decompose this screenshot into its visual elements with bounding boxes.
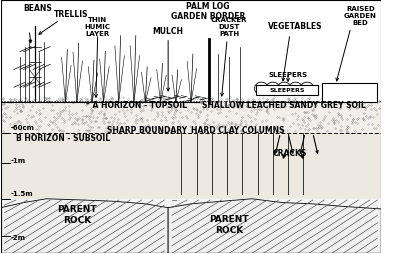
Text: B HORIZON - SUBSOIL: B HORIZON - SUBSOIL [16, 133, 110, 142]
Text: SHARP BOUNDARY: SHARP BOUNDARY [107, 126, 187, 135]
Text: SHALLOW LEACHED SANDY GREY SOIL: SHALLOW LEACHED SANDY GREY SOIL [202, 101, 366, 109]
Text: -2m: -2m [10, 234, 25, 240]
Text: -1.5m: -1.5m [10, 190, 33, 196]
Text: -1m: -1m [10, 157, 25, 163]
Text: VEGETABLES: VEGETABLES [268, 22, 323, 31]
Text: CRACKER
DUST
PATH: CRACKER DUST PATH [211, 17, 247, 37]
Bar [322, 84, 378, 103]
Bar [1, 103, 381, 133]
Bar [1, 199, 381, 253]
Text: PALM LOG
GARDEN BORDER: PALM LOG GARDEN BORDER [171, 2, 245, 21]
Text: MULCH: MULCH [153, 27, 184, 36]
Text: CRACKS: CRACKS [273, 149, 307, 157]
Text: PARENT
ROCK: PARENT ROCK [209, 215, 249, 234]
Text: SLEEPERS: SLEEPERS [269, 88, 305, 93]
Polygon shape [1, 199, 168, 253]
Text: RAISED
GARDEN
BED: RAISED GARDEN BED [344, 6, 377, 26]
Text: TRELLIS: TRELLIS [54, 10, 88, 19]
Text: SLEEPERS: SLEEPERS [268, 71, 308, 77]
Bar [1, 133, 381, 199]
Text: -60cm: -60cm [10, 124, 34, 131]
Text: BEANS: BEANS [24, 5, 52, 13]
Polygon shape [168, 199, 381, 253]
Text: * A HORIZON - TOPSOIL: * A HORIZON - TOPSOIL [86, 101, 187, 109]
Text: THIN
HUMIC
LAYER: THIN HUMIC LAYER [85, 17, 111, 37]
Bar [1, 1, 381, 103]
Text: PARENT
ROCK: PARENT ROCK [57, 204, 97, 224]
Text: HARD CLAY COLUMNS: HARD CLAY COLUMNS [191, 126, 284, 135]
Bar [256, 86, 318, 96]
